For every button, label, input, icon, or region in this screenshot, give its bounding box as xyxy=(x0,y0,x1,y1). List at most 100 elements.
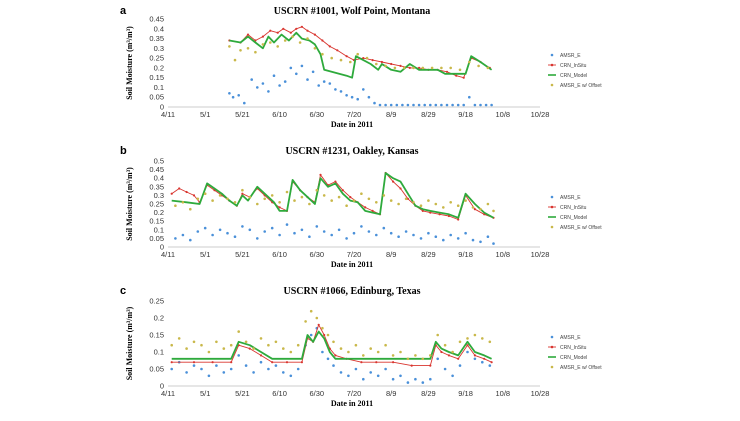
data-point xyxy=(174,204,177,207)
data-point xyxy=(185,347,188,350)
data-point xyxy=(300,361,303,364)
data-point xyxy=(289,350,293,354)
x-tick-label: 5/1 xyxy=(200,389,210,398)
data-point xyxy=(349,196,352,199)
data-point xyxy=(192,361,196,364)
data-point xyxy=(360,361,363,364)
data-point xyxy=(230,361,233,364)
data-point xyxy=(350,95,354,99)
data-point xyxy=(308,235,311,238)
x-tick-label: 9/18 xyxy=(458,250,473,259)
data-point xyxy=(479,240,482,244)
data-point xyxy=(362,88,365,91)
data-point xyxy=(323,333,326,337)
data-point xyxy=(285,190,289,194)
legend-label: CRN_InSitu xyxy=(560,345,587,351)
data-point xyxy=(406,197,409,200)
data-point xyxy=(337,195,341,199)
x-tick-label: 7/20 xyxy=(347,389,362,398)
data-point xyxy=(462,76,465,79)
y-tick-label: 0.1 xyxy=(154,225,164,234)
y-axis-label: Soil Moisture (m³/m³) xyxy=(125,167,134,241)
data-point xyxy=(345,55,348,58)
data-point xyxy=(181,233,185,237)
data-point xyxy=(192,364,196,367)
data-point xyxy=(434,103,438,107)
data-point xyxy=(406,381,410,384)
data-point xyxy=(438,213,441,216)
data-point xyxy=(442,238,445,242)
data-point xyxy=(376,374,380,378)
series-line xyxy=(171,172,494,219)
data-point xyxy=(380,60,383,64)
data-point xyxy=(382,226,386,230)
data-point xyxy=(246,33,250,36)
data-point xyxy=(226,197,229,201)
data-point xyxy=(317,84,321,87)
data-point xyxy=(375,361,378,364)
data-point xyxy=(434,235,438,238)
data-point xyxy=(207,350,211,354)
data-point xyxy=(466,344,469,347)
data-point xyxy=(267,90,270,93)
data-point xyxy=(399,187,402,190)
data-point xyxy=(404,197,408,201)
x-tick-label: 7/20 xyxy=(347,110,362,119)
data-point xyxy=(328,45,331,48)
data-point xyxy=(390,62,393,66)
data-point xyxy=(364,206,367,209)
data-point xyxy=(371,59,374,62)
data-point xyxy=(326,333,330,337)
data-point xyxy=(196,230,200,233)
data-point xyxy=(178,187,181,190)
data-point xyxy=(365,56,369,60)
data-point xyxy=(389,199,393,202)
x-axis-label: Date in 2011 xyxy=(331,399,373,408)
data-point xyxy=(423,103,427,107)
data-point xyxy=(429,211,432,214)
data-point xyxy=(440,103,443,107)
data-point xyxy=(468,95,471,99)
data-point xyxy=(185,371,188,374)
data-point xyxy=(244,340,248,344)
data-point xyxy=(373,101,376,105)
data-point xyxy=(456,103,460,107)
data-point xyxy=(237,354,240,357)
chart-panel-a: a USCRN #1001, Wolf Point, Montana00.050.… xyxy=(120,5,602,129)
data-point xyxy=(429,354,432,357)
chart-title: USCRN #1231, Oakley, Kansas xyxy=(285,146,418,157)
x-tick-label: 5/21 xyxy=(235,250,250,259)
data-point xyxy=(367,197,371,201)
data-point xyxy=(443,343,447,347)
data-point xyxy=(289,374,293,378)
x-tick-label: 4/11 xyxy=(161,389,175,398)
data-point xyxy=(389,103,393,107)
data-point xyxy=(263,230,267,233)
y-tick-label: 0.05 xyxy=(149,365,164,374)
data-point xyxy=(473,208,476,211)
data-point xyxy=(330,199,334,202)
y-axis-label: Soil Moisture (m³/m³) xyxy=(125,306,134,380)
x-tick-label: 6/30 xyxy=(309,250,324,259)
x-tick-label: 6/10 xyxy=(272,250,287,259)
data-point xyxy=(399,64,402,67)
data-point xyxy=(250,78,253,81)
legend-swatch xyxy=(550,205,554,209)
data-point xyxy=(410,364,413,367)
x-tick-label: 10/8 xyxy=(495,110,510,119)
x-tick-label: 7/20 xyxy=(347,250,362,259)
data-point xyxy=(282,371,285,374)
data-point xyxy=(391,354,395,357)
y-axis-label: Soil Moisture (m³/m³) xyxy=(125,26,134,100)
y-tick-label: 0.25 xyxy=(149,297,164,306)
data-point xyxy=(185,190,188,194)
panel-letter: a xyxy=(120,5,127,17)
series-amsr-e-w-offset xyxy=(170,309,492,361)
legend-swatch xyxy=(550,53,554,57)
y-tick-label: 0.3 xyxy=(154,191,164,200)
data-point xyxy=(464,231,467,235)
data-point xyxy=(347,350,350,354)
data-point xyxy=(322,80,326,83)
data-point xyxy=(412,103,415,107)
data-point xyxy=(241,192,244,195)
